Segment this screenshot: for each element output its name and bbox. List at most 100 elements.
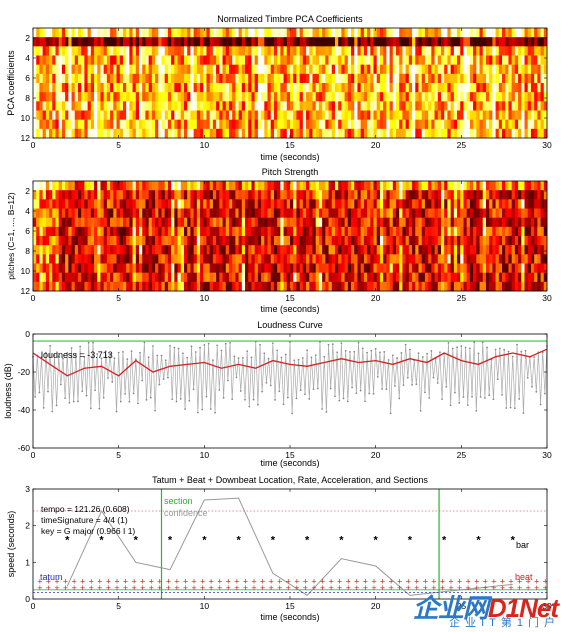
panel-2-xlabel: time (seconds) xyxy=(260,304,319,314)
heat-cell xyxy=(219,28,223,38)
heat-cell xyxy=(418,92,423,102)
heat-cell xyxy=(466,46,471,56)
heat-cell xyxy=(527,272,532,283)
heat-cell xyxy=(412,37,416,47)
heat-cell xyxy=(415,83,419,93)
beat-marker: + xyxy=(286,583,291,593)
heat-cell xyxy=(318,181,323,191)
heat-cell xyxy=(386,83,390,93)
heat-cell xyxy=(354,128,358,139)
heat-cell xyxy=(482,245,487,255)
heat-cell xyxy=(457,199,461,209)
heat-cell xyxy=(514,208,519,218)
heat-cell xyxy=(405,217,410,228)
heat-cell xyxy=(508,208,513,218)
heat-cell xyxy=(421,281,426,292)
heat-cell xyxy=(389,128,394,139)
heat-cell xyxy=(110,92,114,102)
heat-cell xyxy=(312,226,317,237)
heat-cell xyxy=(408,181,413,191)
heat-cell xyxy=(344,92,349,102)
heat-cell xyxy=(142,263,146,273)
heat-cell xyxy=(460,208,464,218)
heat-cell xyxy=(90,55,95,65)
heat-cell xyxy=(383,254,387,264)
heat-cell xyxy=(110,110,114,120)
heat-cell xyxy=(145,101,150,111)
heat-cell xyxy=(354,110,358,120)
heat-cell xyxy=(376,281,381,292)
heat-cell xyxy=(228,217,233,228)
heat-cell xyxy=(440,110,445,120)
beat-marker: + xyxy=(157,576,162,586)
heat-cell xyxy=(119,226,124,237)
heat-cell xyxy=(408,119,413,130)
heat-cell xyxy=(424,64,429,75)
heat-cell xyxy=(447,263,452,273)
heat-cell xyxy=(126,190,130,200)
heat-cell xyxy=(81,199,85,209)
heat-cell xyxy=(58,37,63,47)
heat-cell xyxy=(177,83,182,93)
heat-cell xyxy=(312,263,317,273)
heat-cell xyxy=(485,272,490,283)
heat-cell xyxy=(457,226,461,237)
heat-cell xyxy=(296,217,301,228)
heat-cell xyxy=(418,128,423,139)
heat-cell xyxy=(90,217,95,228)
heat-cell xyxy=(293,73,297,84)
heat-cell xyxy=(412,83,416,93)
heat-cell xyxy=(482,46,487,56)
heat-cell xyxy=(347,64,352,75)
heat-cell xyxy=(151,245,156,255)
heat-cell xyxy=(225,46,230,56)
heat-cell xyxy=(521,46,525,56)
heat-cell xyxy=(428,119,432,130)
heat-cell xyxy=(280,83,284,93)
loudness-point xyxy=(261,390,264,393)
heat-cell xyxy=(97,226,101,237)
heat-cell xyxy=(122,199,127,209)
heat-cell xyxy=(328,226,333,237)
heat-cell xyxy=(39,46,44,56)
heat-cell xyxy=(505,208,509,218)
heat-cell xyxy=(495,245,500,255)
heat-cell xyxy=(167,181,172,191)
loudness-point xyxy=(164,359,167,362)
heat-cell xyxy=(521,181,525,191)
heat-cell xyxy=(473,119,477,130)
loudness-point xyxy=(486,346,488,349)
heat-cell xyxy=(473,128,477,139)
heat-cell xyxy=(354,226,358,237)
heat-cell xyxy=(511,119,516,130)
heat-cell xyxy=(280,217,284,228)
heat-cell xyxy=(489,46,493,56)
heat-cell xyxy=(155,226,159,237)
timbre-heatmap xyxy=(33,28,548,139)
heat-cell xyxy=(376,110,381,120)
heat-cell xyxy=(280,281,284,292)
heat-cell xyxy=(193,245,198,255)
heat-cell xyxy=(373,128,378,139)
heat-cell xyxy=(103,217,108,228)
heat-cell xyxy=(360,119,365,130)
heat-cell xyxy=(171,28,175,38)
heat-cell xyxy=(530,190,535,200)
heat-cell xyxy=(511,263,516,273)
panel-2-xticks: 0 5 10 15 20 25 30 xyxy=(31,181,552,303)
heat-cell xyxy=(251,272,256,283)
heat-cell xyxy=(180,245,185,255)
heat-cell xyxy=(450,73,455,84)
heat-cell xyxy=(45,73,50,84)
heat-cell xyxy=(418,226,423,237)
heat-cell xyxy=(245,83,249,93)
heat-cell xyxy=(514,281,519,292)
heat-cell xyxy=(52,64,56,75)
heat-cell xyxy=(183,263,188,273)
heat-cell xyxy=(148,119,153,130)
heat-cell xyxy=(238,119,243,130)
heat-cell xyxy=(55,73,60,84)
heat-cell xyxy=(248,208,252,218)
heat-cell xyxy=(216,272,220,283)
heat-cell xyxy=(312,190,317,200)
